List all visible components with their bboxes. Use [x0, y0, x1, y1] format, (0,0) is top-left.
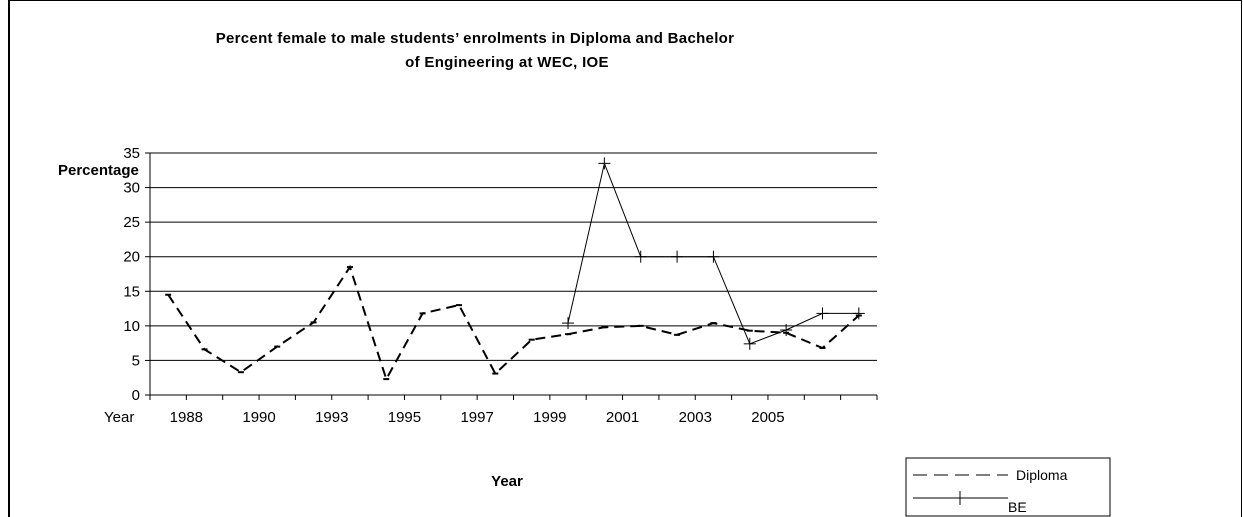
grid-lines	[150, 152, 877, 361]
data-point-be	[562, 317, 575, 330]
legend-be-label: BE	[1008, 499, 1027, 515]
data-point-be	[671, 250, 684, 263]
x-tick-label: 1988	[170, 409, 203, 426]
data-point-be	[598, 157, 611, 170]
y-tick-label: 25	[123, 214, 140, 231]
y-tick-label: 5	[132, 352, 140, 369]
chart-title-line2: of Engineering at WEC, IOE	[405, 54, 609, 71]
data-point-be	[634, 250, 647, 263]
y-tick-label: 15	[123, 283, 140, 300]
axes: 0 5 10 15 20 25 30 35 1988 1990 1993 1995 1997 1999 20…	[123, 145, 878, 426]
y-tick-label: 10	[123, 318, 140, 335]
legend-box	[905, 457, 1111, 517]
y-tick-label: 35	[123, 145, 140, 162]
legend: Diploma BE	[905, 457, 1111, 517]
x-tick-label: 1995	[388, 409, 421, 426]
data-point-be	[743, 337, 756, 350]
x-tick-label: 1993	[315, 409, 348, 426]
data-point-be	[707, 250, 720, 263]
data-point-be	[780, 324, 793, 337]
x-tick-label: 2003	[679, 409, 712, 426]
x-tick-label: 1999	[533, 409, 566, 426]
y-tick-label: 20	[123, 249, 140, 266]
data-point-be	[852, 307, 865, 320]
data-point-be	[816, 307, 829, 320]
chart-title-line1: Percent female to male students’ enrolme…	[216, 30, 735, 47]
x-tick-label: 2001	[606, 409, 639, 426]
x-tick-label: 2005	[751, 409, 784, 426]
series-line-diploma	[167, 264, 860, 382]
y-tick-label: 0	[132, 387, 140, 404]
x-tick-label: 1990	[242, 409, 275, 426]
x-tick-label: 1997	[460, 409, 493, 426]
chart-frame	[8, 0, 1242, 517]
x-axis-label: Year	[491, 473, 523, 490]
y-axis-label: Percentage	[58, 162, 139, 179]
series-lines	[165, 157, 865, 382]
y-tick-label: 30	[123, 180, 140, 197]
x-axis-start-label: Year	[104, 409, 134, 426]
legend-diploma-label: Diploma	[1016, 467, 1068, 483]
